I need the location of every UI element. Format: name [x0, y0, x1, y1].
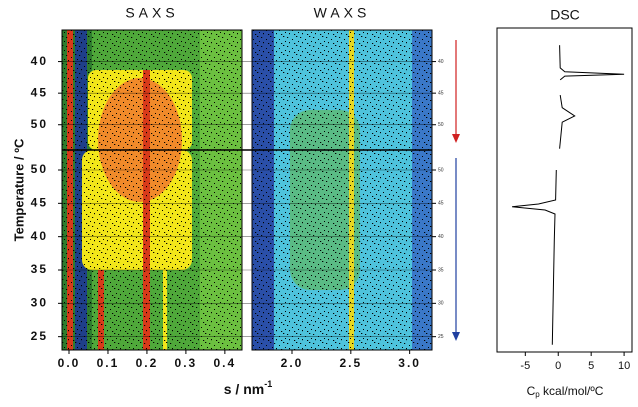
y2-tick-label: 40: [438, 59, 444, 65]
y-tick-label: 50: [31, 117, 48, 131]
waxs-frame: [251, 29, 433, 351]
y-tick-label: 40: [31, 229, 48, 243]
dsc-curve: [559, 45, 625, 149]
x-tick-label: 0.4: [214, 356, 237, 370]
x-tick-label: 2.0: [281, 356, 304, 370]
y2-tick-label: 45: [438, 90, 444, 96]
x-tick-label: 3.0: [398, 356, 421, 370]
panel-title: SAXS: [125, 5, 178, 21]
dsc-curve: [512, 169, 557, 345]
y-axis-title: Temperature / ºC: [11, 138, 26, 241]
y-tick-label: 25: [31, 329, 48, 343]
y-tick-label: 40: [31, 54, 48, 68]
y-tick-label: 35: [31, 262, 48, 276]
y2-tick-label: 35: [438, 267, 444, 273]
panel-title: WAXS: [314, 5, 371, 21]
x-tick-label: 0.1: [97, 356, 120, 370]
y2-tick-label: 40: [438, 234, 444, 240]
y2-tick-label: 25: [438, 334, 444, 340]
x-tick-label: 0: [555, 360, 561, 372]
panel-title: DSC: [550, 7, 580, 23]
x-tick-label: 0.0: [58, 356, 81, 370]
cooling-arrow: [452, 158, 460, 341]
x-axis-title: s / nm-1: [224, 379, 272, 396]
dsc-frame: [496, 27, 633, 353]
saxs-frame: [61, 29, 243, 351]
x-tick-label: 0.2: [136, 356, 159, 370]
x-tick-label: -5: [520, 360, 530, 372]
x-tick-label: 10: [618, 360, 630, 372]
waxs-map: [252, 30, 432, 350]
y2-tick-label: 50: [438, 167, 444, 173]
y-tick-label: 50: [31, 162, 48, 176]
x-axis-title: Cp kcal/mol/ºC: [527, 384, 604, 399]
x-tick-label: 2.5: [339, 356, 362, 370]
y2-tick-label: 50: [438, 122, 444, 128]
x-tick-label: 0.3: [175, 356, 198, 370]
y2-tick-label: 30: [438, 301, 444, 307]
y-tick-label: 45: [31, 85, 48, 99]
y-tick-label: 30: [31, 296, 48, 310]
y2-tick-label: 45: [438, 201, 444, 207]
saxs-map: [62, 30, 242, 350]
x-tick-label: 5: [588, 360, 594, 372]
heating-arrow: [452, 40, 460, 143]
y-tick-label: 45: [31, 196, 48, 210]
